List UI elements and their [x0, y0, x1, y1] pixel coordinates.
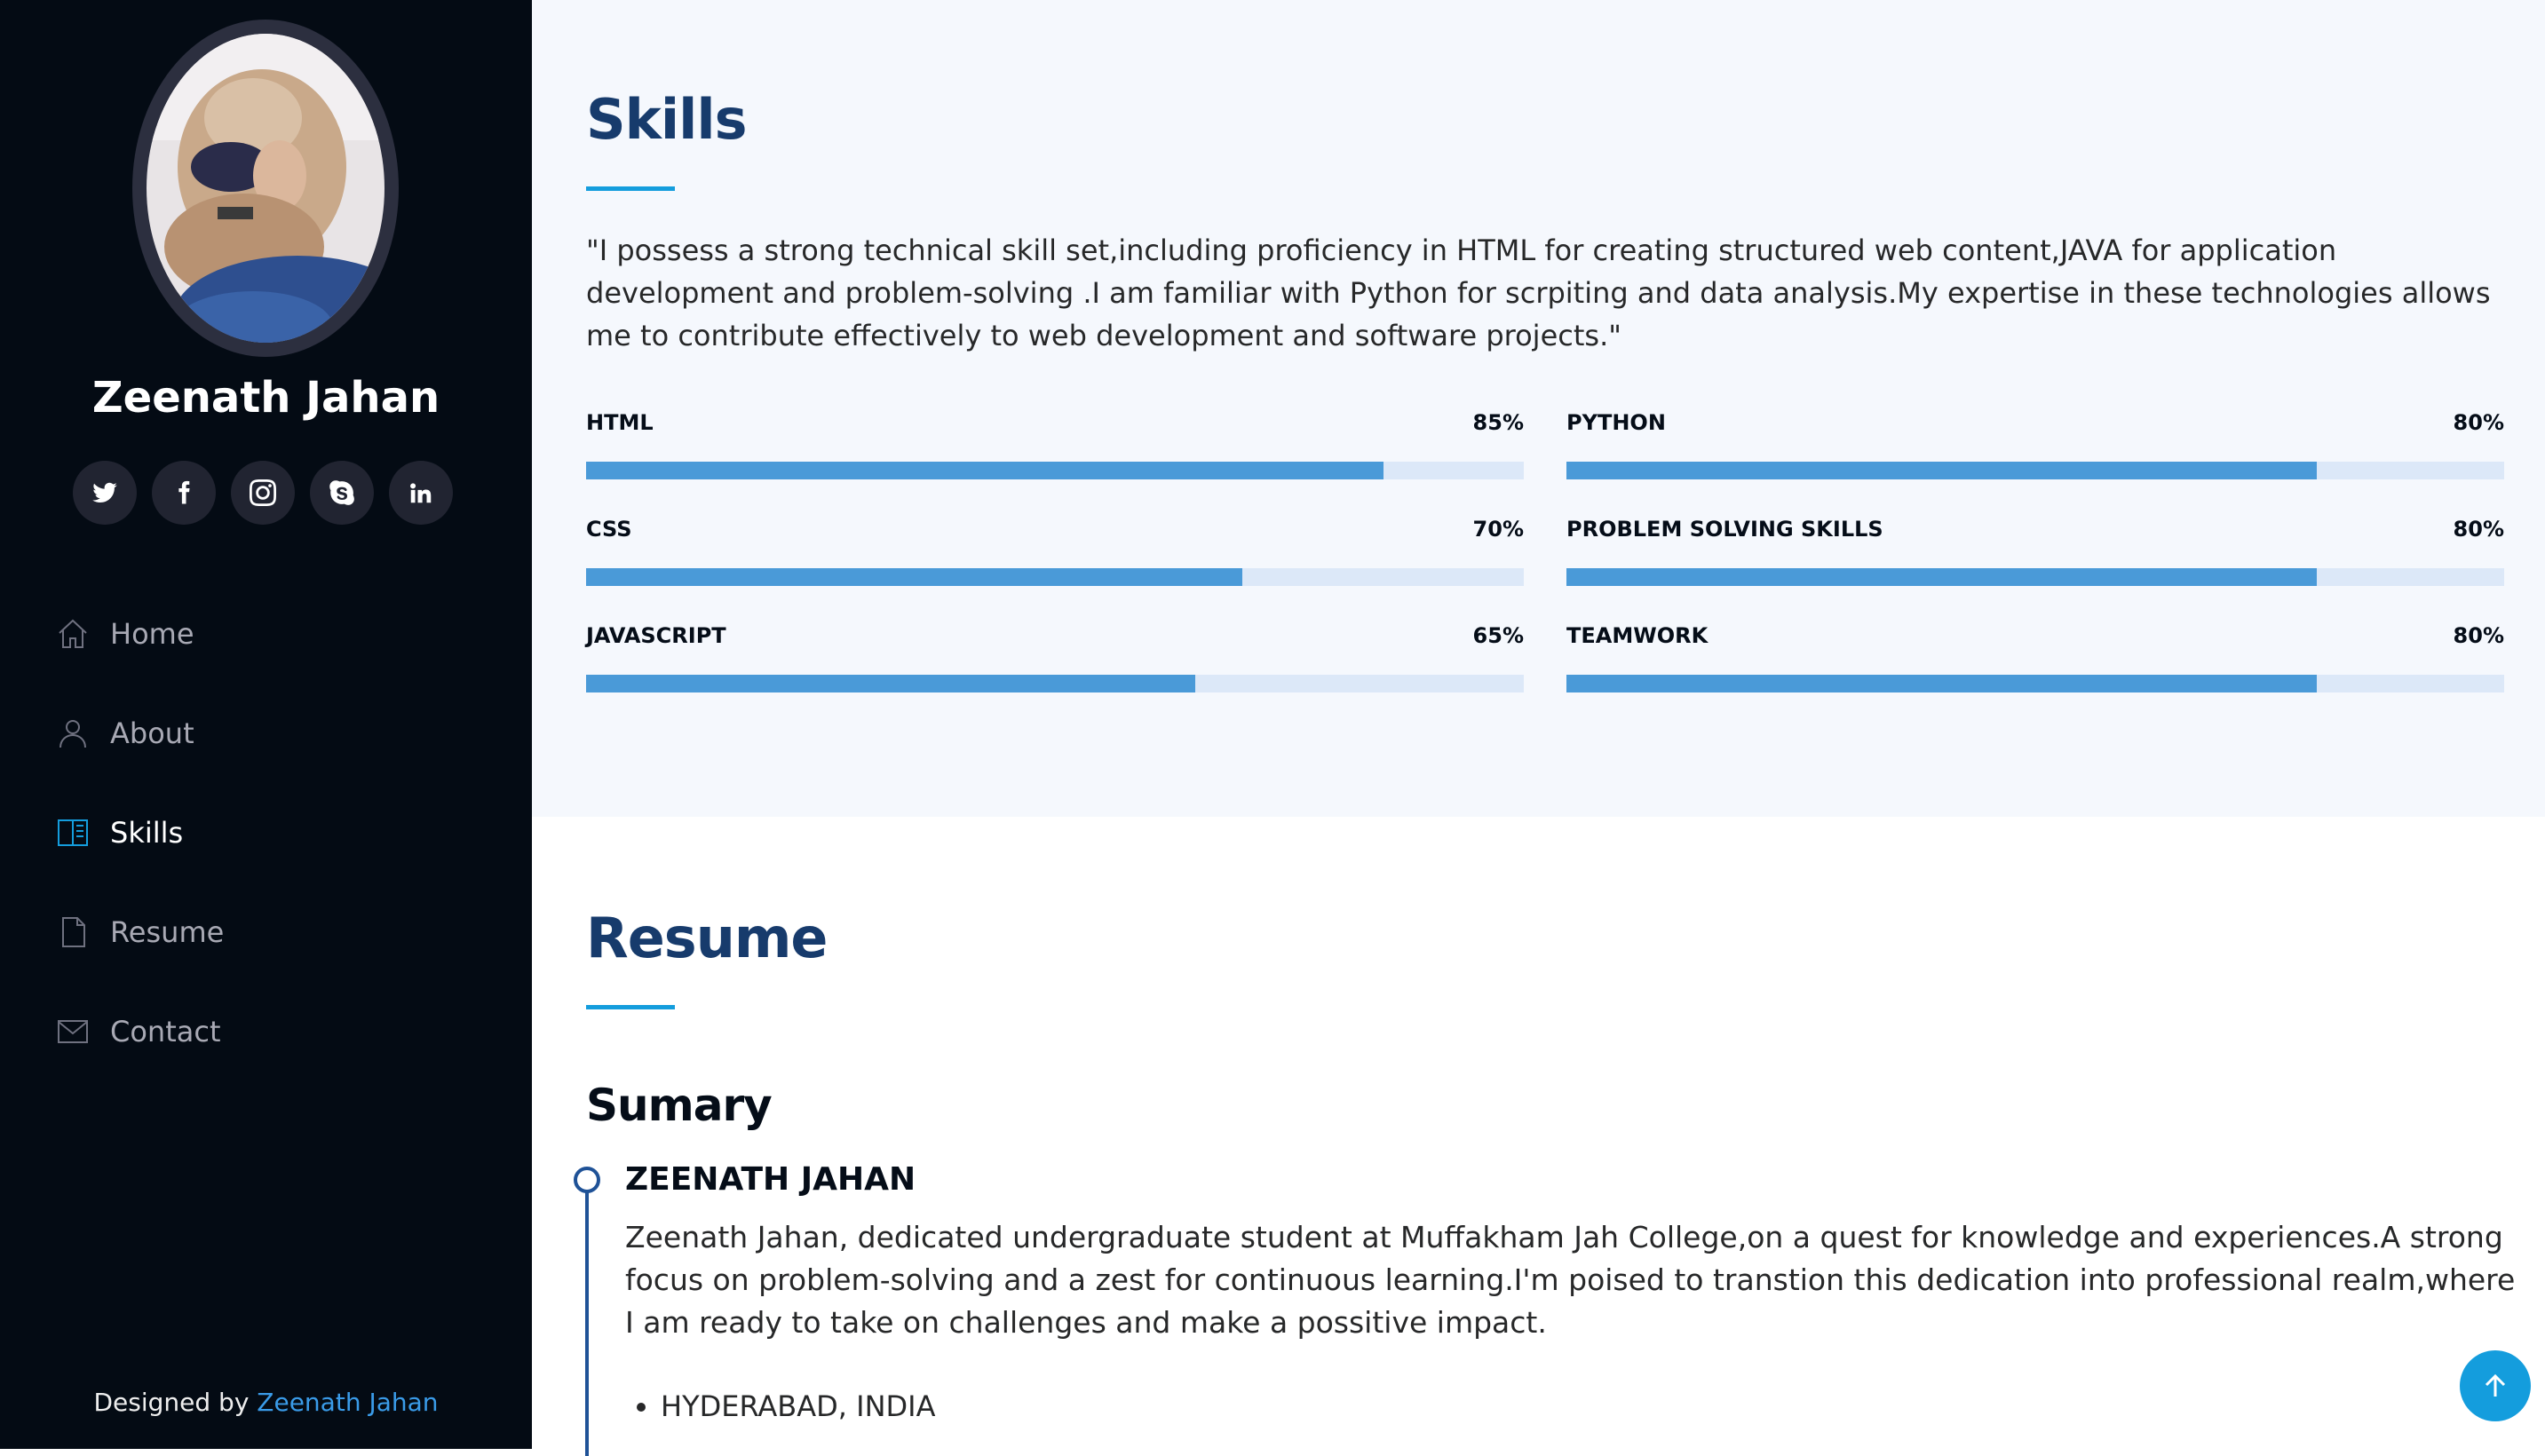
instagram-link[interactable] — [231, 461, 295, 525]
nav-item-contact[interactable]: Contact — [0, 982, 532, 1081]
resume-title: Resume — [586, 906, 828, 970]
skills-description: "I possess a strong technical skill set,… — [586, 233, 2491, 352]
file-icon — [55, 914, 91, 950]
skill-progress-fill — [1566, 568, 2317, 586]
twitter-icon — [92, 482, 117, 502]
skills-section: Skills "I possess a strong technical ski… — [532, 0, 2545, 817]
skill-percent: 80% — [2453, 623, 2504, 648]
skill-percent: 70% — [1472, 517, 1524, 542]
skill-teamwork: TEAMWORK 80% — [1566, 623, 2504, 692]
skill-percent: 80% — [2453, 410, 2504, 435]
person-icon — [55, 716, 91, 751]
footer-credit-prefix: Designed by — [93, 1388, 250, 1417]
skill-progress-bar — [1566, 462, 2504, 479]
skill-name: HTML — [586, 410, 654, 435]
nav-item-label: Home — [110, 617, 194, 651]
skill-progress-bar — [586, 462, 1524, 479]
envelope-icon — [55, 1014, 91, 1049]
avatar-frame — [132, 20, 399, 357]
instagram-icon — [250, 479, 276, 506]
skill-percent: 65% — [1472, 623, 1524, 648]
skill-progress-fill — [1566, 675, 2317, 692]
back-to-top-button[interactable] — [2460, 1350, 2531, 1421]
skills-title-underline — [586, 186, 675, 191]
book-icon — [55, 815, 91, 851]
social-links — [73, 461, 453, 525]
skill-python: PYTHON 80% — [1566, 410, 2504, 479]
nav-item-label: Contact — [110, 1015, 221, 1048]
skills-title: Skills — [586, 87, 748, 152]
skype-link[interactable] — [310, 461, 374, 525]
skill-percent: 85% — [1472, 410, 1524, 435]
linkedin-link[interactable] — [389, 461, 453, 525]
linkedin-icon — [410, 483, 432, 503]
timeline-dot — [574, 1167, 600, 1193]
main-content: Skills "I possess a strong technical ski… — [532, 0, 2545, 1456]
skill-problem-solving: PROBLEM SOLVING SKILLS 80% — [1566, 517, 2504, 586]
home-icon — [55, 616, 91, 652]
skill-progress-fill — [586, 675, 1196, 692]
sidebar: Zeenath Jahan Home About — [0, 0, 532, 1449]
profile-name: Zeenath Jahan — [91, 373, 440, 423]
twitter-link[interactable] — [73, 461, 137, 525]
nav-item-home[interactable]: Home — [0, 584, 532, 684]
skill-progress-fill — [1566, 462, 2317, 479]
skill-html: HTML 85% — [586, 410, 1524, 479]
resume-title-underline — [586, 1005, 675, 1009]
skype-icon — [329, 480, 354, 505]
skill-name: TEAMWORK — [1566, 623, 1709, 648]
skill-progress-bar — [586, 675, 1524, 692]
nav-item-skills[interactable]: Skills — [0, 783, 532, 882]
nav-item-resume[interactable]: Resume — [0, 882, 532, 982]
footer-credit: Designed by Zeenath Jahan — [0, 1388, 532, 1417]
footer-credit-link[interactable]: Zeenath Jahan — [257, 1388, 439, 1417]
skill-name: CSS — [586, 517, 632, 542]
skill-progress-fill — [586, 568, 1243, 586]
skill-progress-bar — [1566, 675, 2504, 692]
skill-name: PYTHON — [1566, 410, 1666, 435]
facebook-icon — [178, 480, 190, 504]
arrow-up-icon — [2485, 1373, 2506, 1397]
nav-item-about[interactable]: About — [0, 684, 532, 783]
skill-javascript: JAVASCRIPT 65% — [586, 623, 1524, 692]
skill-progress-fill — [586, 462, 1383, 479]
nav-item-label: About — [110, 716, 194, 750]
timeline-line — [585, 1172, 589, 1456]
nav-item-label: Resume — [110, 915, 225, 949]
nav-item-label: Skills — [110, 816, 184, 850]
summary-heading: Sumary — [586, 1080, 773, 1131]
avatar — [147, 34, 385, 343]
resume-item-title: ZEENATH JAHAN — [625, 1161, 916, 1198]
skill-name: PROBLEM SOLVING SKILLS — [1566, 517, 1883, 542]
nav-menu: Home About Skills Resume Contact — [0, 584, 532, 1081]
list-item: HYDERABAD, INDIA — [661, 1389, 935, 1423]
resume-section: Resume Sumary ZEENATH JAHAN Zeenath Jaha… — [532, 817, 2545, 1456]
skill-css: CSS 70% — [586, 517, 1524, 586]
skill-progress-bar — [1566, 568, 2504, 586]
skill-percent: 80% — [2453, 517, 2504, 542]
skill-name: JAVASCRIPT — [586, 623, 726, 648]
resume-item-text: Zeenath Jahan, dedicated undergraduate s… — [625, 1220, 2516, 1340]
skill-progress-bar — [586, 568, 1524, 586]
resume-list: HYDERABAD, INDIA — [625, 1389, 935, 1423]
facebook-link[interactable] — [152, 461, 216, 525]
